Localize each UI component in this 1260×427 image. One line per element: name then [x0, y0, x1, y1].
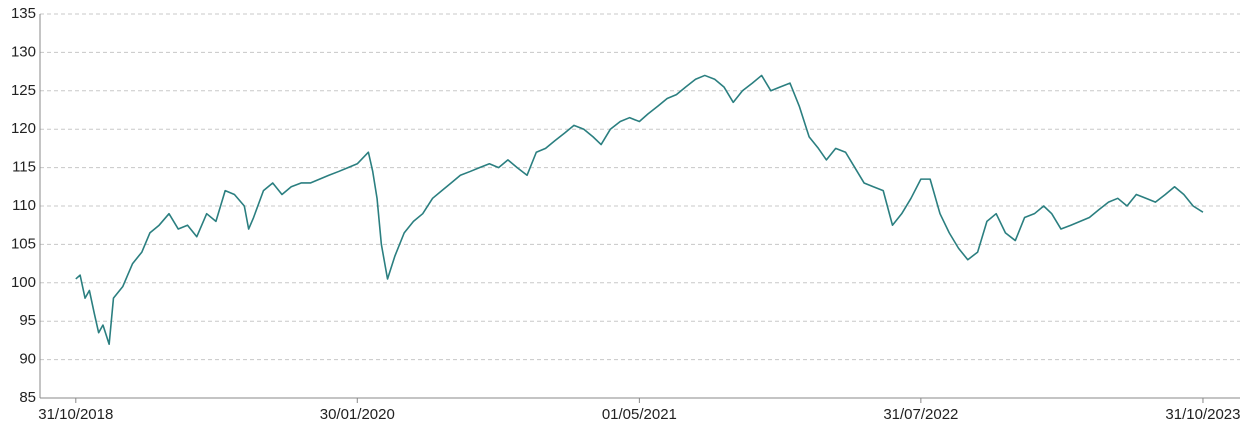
- y-tick-label: 135: [11, 5, 36, 22]
- line: [75, 74, 1204, 346]
- x-tick-label: 31/07/2022: [883, 406, 958, 423]
- y-tick-label: 90: [19, 351, 36, 368]
- y-tick-label: 95: [19, 312, 36, 329]
- x-tick-label: 01/05/2021: [602, 406, 677, 423]
- x-tick-label: 31/10/2018: [38, 406, 113, 423]
- y-tick-label: 105: [11, 235, 36, 252]
- y-tick-label: 115: [12, 159, 36, 176]
- y-tick-label: 120: [11, 120, 36, 137]
- x-tick-label: 31/10/2023: [1165, 406, 1240, 423]
- y-tick-label: 130: [11, 43, 36, 60]
- y-tick-label: 85: [19, 389, 36, 406]
- y-tick-label: 110: [12, 197, 36, 214]
- x-tick-label: 30/01/2020: [320, 406, 395, 423]
- y-tick-label: 125: [11, 82, 36, 99]
- y-tick-label: 100: [11, 274, 36, 291]
